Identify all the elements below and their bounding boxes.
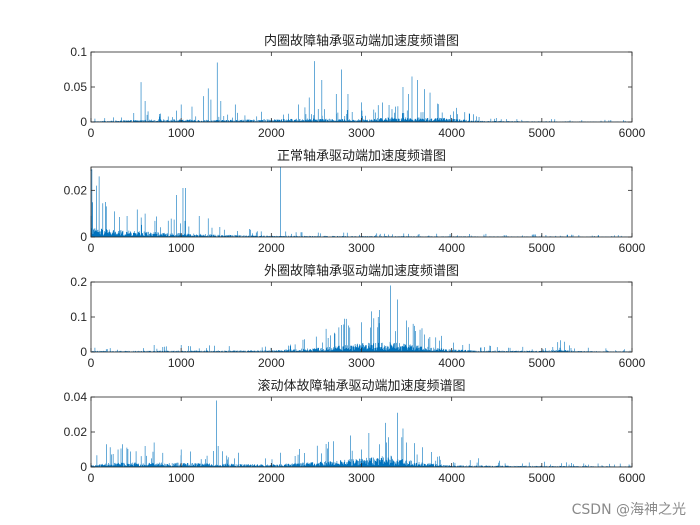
x-tick-label: 6000: [619, 241, 646, 255]
x-tick-label: 2000: [258, 356, 285, 370]
x-tick-label: 4000: [438, 241, 465, 255]
x-tick-label: 6000: [619, 126, 646, 140]
x-tick-label: 0: [88, 471, 95, 485]
spectrum-trace: [90, 400, 633, 467]
csdn-watermark: CSDN @海神之光: [571, 502, 686, 518]
x-tick-label: 3000: [348, 241, 375, 255]
subplot-4: 滚动体故障轴承驱动端加速度频谱图 0 1000 2000 3000 4000 5000 600…: [64, 378, 646, 485]
y-tick-label: 0.02: [64, 425, 88, 439]
y-tick-label: 0: [80, 115, 87, 129]
x-tick-label: 1000: [168, 126, 195, 140]
spectrum-trace: [90, 167, 633, 237]
x-tick-label: 2000: [258, 126, 285, 140]
y-tick-label: 0.2: [70, 275, 87, 289]
x-tick-label: 3000: [348, 356, 375, 370]
spectrum-trace: [90, 285, 633, 352]
y-tick-label: 0: [80, 460, 87, 474]
x-tick-label: 4000: [438, 471, 465, 485]
x-tick-label: 1000: [168, 241, 195, 255]
subplot-title: 滚动体故障轴承驱动端加速度频谱图: [257, 378, 465, 394]
x-tick-label: 6000: [619, 471, 646, 485]
y-tick-label: 0.02: [64, 183, 88, 197]
x-tick-label: 2000: [258, 241, 285, 255]
subplot-title: 内圈故障轴承驱动端加速度频谱图: [264, 33, 459, 49]
y-tick-label: 0: [80, 345, 87, 359]
y-tick-label: 0.04: [64, 390, 88, 404]
y-tick-label: 0: [80, 230, 87, 244]
x-tick-label: 5000: [528, 241, 555, 255]
spectrum-trace: [90, 61, 633, 122]
x-tick-label: 2000: [258, 471, 285, 485]
y-tick-label: 0.1: [70, 310, 87, 324]
y-tick-label: 0.1: [70, 45, 87, 59]
x-tick-label: 5000: [528, 356, 555, 370]
x-tick-label: 6000: [619, 356, 646, 370]
subplot-2: 正常轴承驱动端加速度频谱图 0 1000 2000 3000 4000 5000 6000 0 0…: [64, 148, 646, 255]
x-tick-label: 0: [88, 356, 95, 370]
x-tick-label: 3000: [348, 126, 375, 140]
x-tick-label: 3000: [348, 471, 375, 485]
x-tick-label: 5000: [528, 126, 555, 140]
subplot-3: 外圈故障轴承驱动端加速度频谱图 0 1000 2000 3000 4000 5000 6000…: [70, 263, 645, 370]
subplot-title: 正常轴承驱动端加速度频谱图: [277, 148, 446, 164]
x-tick-label: 1000: [168, 356, 195, 370]
x-tick-label: 0: [88, 126, 95, 140]
x-tick-label: 4000: [438, 356, 465, 370]
x-tick-label: 1000: [168, 471, 195, 485]
axes-box: [90, 166, 633, 238]
subplot-title: 外圈故障轴承驱动端加速度频谱图: [264, 263, 459, 279]
x-tick-label: 4000: [438, 126, 465, 140]
x-tick-label: 0: [88, 241, 95, 255]
subplot-1: 内圈故障轴承驱动端加速度频谱图 0 1000 2000 3000 4000 5000 6000…: [64, 33, 646, 140]
x-tick-label: 5000: [528, 471, 555, 485]
y-tick-label: 0.05: [64, 80, 88, 94]
